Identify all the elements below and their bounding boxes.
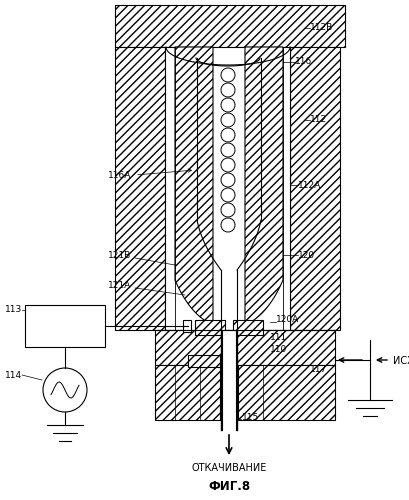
Text: 116: 116 <box>294 58 312 66</box>
Bar <box>232 320 262 335</box>
Polygon shape <box>175 47 213 325</box>
Bar <box>182 320 191 332</box>
Text: 110: 110 <box>270 346 287 354</box>
Text: 112A: 112A <box>297 180 321 190</box>
Polygon shape <box>245 47 282 325</box>
Text: 115: 115 <box>241 414 258 422</box>
Bar <box>115 47 164 330</box>
Text: 112B: 112B <box>309 24 333 32</box>
Text: ИСХОДНЫЙ ГАЗ: ИСХОДНЫЙ ГАЗ <box>392 354 409 366</box>
Text: 116A: 116A <box>108 170 131 179</box>
Text: ФИГ.8: ФИГ.8 <box>207 480 249 494</box>
Bar <box>155 365 220 420</box>
Text: 121B: 121B <box>108 250 131 260</box>
Text: 113: 113 <box>5 306 22 314</box>
Text: 112: 112 <box>309 116 326 124</box>
Bar <box>237 365 334 420</box>
Text: 111: 111 <box>270 334 287 342</box>
Text: ОТКАЧИВАНИЕ: ОТКАЧИВАНИЕ <box>191 463 266 473</box>
Bar <box>188 355 220 367</box>
Text: 120: 120 <box>297 250 315 260</box>
Bar <box>164 47 289 330</box>
Text: 120A: 120A <box>275 316 299 324</box>
Text: 114: 114 <box>5 370 22 380</box>
Bar <box>155 330 334 365</box>
Text: 117: 117 <box>309 366 326 374</box>
Bar <box>115 5 344 47</box>
Bar <box>195 320 225 335</box>
Bar <box>25 305 105 347</box>
Bar <box>289 47 339 330</box>
Bar <box>221 330 236 430</box>
Circle shape <box>43 368 87 412</box>
Text: 121A: 121A <box>108 280 131 289</box>
